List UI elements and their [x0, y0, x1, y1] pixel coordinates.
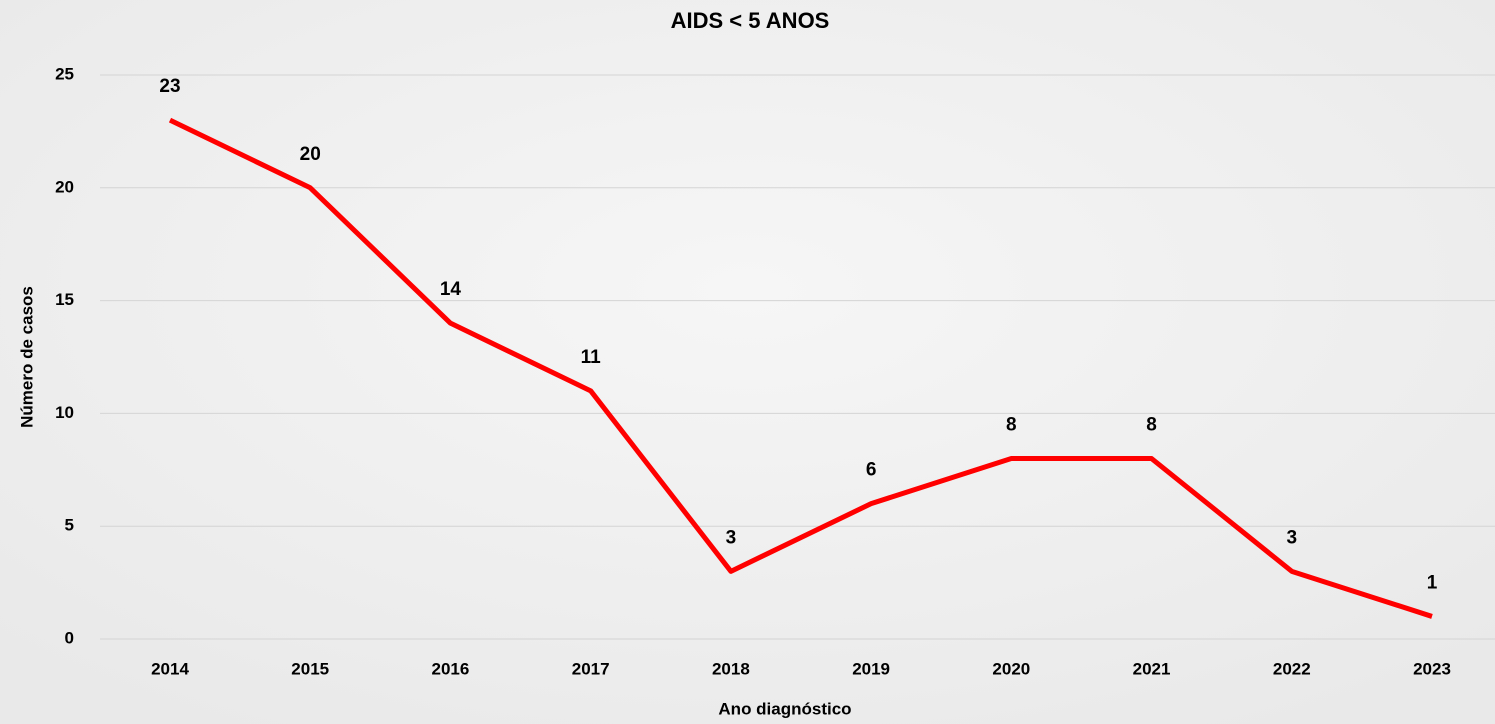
y-tick-label: 25: [55, 64, 74, 83]
x-tick-label: 2016: [432, 659, 470, 678]
x-tick-label: 2014: [151, 659, 189, 678]
data-label: 3: [1286, 527, 1297, 548]
chart-title: AIDS < 5 ANOS: [671, 8, 830, 33]
data-label: 8: [1146, 415, 1157, 436]
x-tick-label: 2019: [852, 659, 890, 678]
x-tick-label: 2021: [1133, 659, 1171, 678]
x-axis-title: Ano diagnóstico: [718, 699, 851, 718]
data-label: 20: [300, 144, 321, 165]
data-label: 14: [440, 279, 462, 300]
data-label: 6: [866, 460, 877, 481]
data-label: 11: [581, 347, 602, 368]
data-line: [168, 117, 1433, 619]
x-tick-label: 2023: [1413, 659, 1451, 678]
y-tick-label: 0: [65, 628, 74, 647]
data-label: 23: [159, 76, 180, 97]
data-label: 1: [1427, 572, 1438, 593]
y-tick-label: 5: [65, 516, 74, 535]
y-axis-title: Número de casos: [17, 286, 36, 428]
x-tick-label: 2020: [992, 659, 1030, 678]
x-tick-label: 2017: [572, 659, 610, 678]
y-tick-label: 10: [55, 403, 74, 422]
data-label: 8: [1006, 415, 1017, 436]
x-tick-label: 2018: [712, 659, 750, 678]
x-tick-label: 2015: [291, 659, 329, 678]
y-tick-label: 20: [55, 177, 74, 196]
data-label: 3: [726, 527, 737, 548]
y-tick-label: 15: [55, 290, 74, 309]
x-tick-label: 2022: [1273, 659, 1311, 678]
